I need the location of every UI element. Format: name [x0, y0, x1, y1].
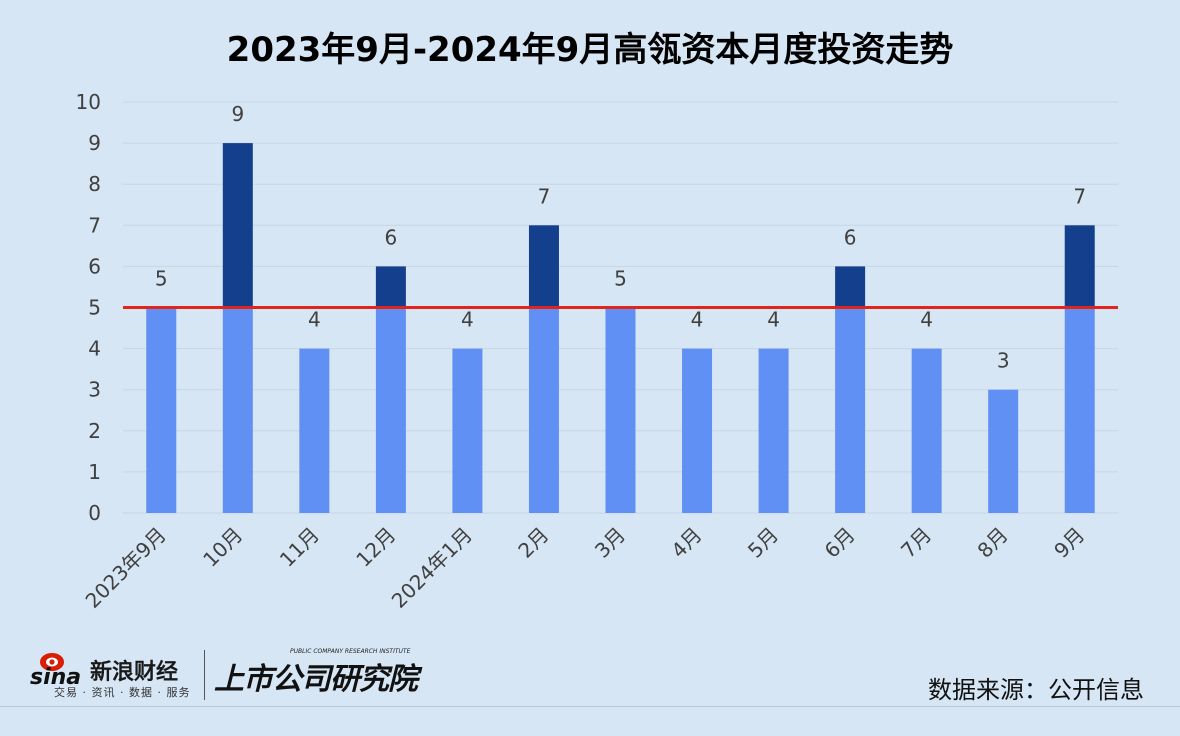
data-label: 5	[155, 267, 168, 291]
data-label: 3	[997, 349, 1010, 373]
sina-brand: 新浪财经	[90, 660, 179, 685]
data-label: 9	[231, 102, 244, 126]
bar	[222, 307, 253, 513]
data-label: 4	[691, 308, 704, 332]
x-tick-label: 6月	[820, 523, 860, 563]
bar-excess	[835, 266, 866, 308]
y-tick-label: 6	[88, 254, 101, 278]
bar-excess	[375, 266, 406, 308]
x-tick-label: 2月	[513, 523, 553, 563]
research-institute-subtitle: PUBLIC COMPANY RESEARCH INSTITUTE	[290, 648, 411, 655]
y-tick-label: 3	[88, 378, 101, 402]
y-tick-label: 2	[88, 419, 101, 443]
bar-excess	[528, 225, 559, 308]
bar	[988, 389, 1019, 513]
y-tick-label: 0	[88, 501, 101, 525]
data-label: 7	[1073, 184, 1086, 208]
research-institute-logo: 上市公司研究院	[214, 662, 418, 697]
bar	[452, 348, 483, 513]
sina-tagline: 交易 · 资讯 · 数据 · 服务	[54, 686, 191, 699]
bar	[375, 307, 406, 513]
bar	[299, 348, 330, 513]
x-tick-label: 9月	[1049, 523, 1089, 563]
data-label: 4	[920, 308, 933, 332]
logo-area: sina 新浪财经 交易 · 资讯 · 数据 · 服务 上市公司研究院 PUBL…	[28, 648, 448, 704]
y-tick-label: 9	[88, 131, 101, 155]
data-label: 4	[308, 308, 321, 332]
sina-eye-icon: sina	[30, 653, 81, 688]
data-source: 数据来源：公开信息	[928, 676, 1144, 704]
logo-divider	[204, 650, 205, 700]
data-label: 4	[461, 308, 474, 332]
x-tick-label: 8月	[973, 523, 1013, 563]
y-tick-label: 4	[88, 337, 101, 361]
bar	[146, 307, 177, 513]
x-tick-label: 4月	[666, 523, 706, 563]
bar-chart: 0 1 2 3 4 5 6 7 8 9 10 5 2023年9月 9 10月 4 11月 6 12月 4 2024年1月…	[76, 90, 1118, 613]
sina-logo-text: sina	[30, 665, 81, 688]
x-tick-label: 7月	[896, 523, 936, 563]
data-label: 4	[767, 308, 780, 332]
bar	[758, 348, 789, 513]
data-label: 6	[385, 225, 398, 249]
bar	[835, 307, 866, 513]
data-label: 7	[538, 184, 551, 208]
data-label: 6	[844, 225, 857, 249]
x-tick-label: 5月	[743, 523, 783, 563]
y-tick-label: 1	[88, 460, 101, 484]
data-label: 5	[614, 267, 627, 291]
bar-excess	[1064, 225, 1095, 308]
x-tick-label: 10月	[198, 523, 247, 572]
bar	[682, 348, 713, 513]
y-tick-label: 10	[76, 90, 101, 114]
bar	[605, 307, 636, 513]
bar-excess	[222, 143, 253, 308]
chart-title: 2023年9月-2024年9月高瓴资本月度投资走势	[226, 30, 954, 70]
bar	[911, 348, 942, 513]
x-tick-label: 12月	[351, 523, 400, 572]
x-tick-label: 2024年1月	[387, 523, 477, 613]
y-tick-label: 7	[88, 213, 101, 237]
x-tick-label: 11月	[275, 523, 324, 572]
bar	[1064, 307, 1095, 513]
y-tick-label: 5	[88, 296, 101, 320]
bar	[528, 307, 559, 513]
x-tick-label: 2023年9月	[81, 523, 171, 613]
y-tick-label: 8	[88, 172, 101, 196]
footer-divider	[0, 706, 1180, 707]
x-tick-label: 3月	[590, 523, 630, 563]
